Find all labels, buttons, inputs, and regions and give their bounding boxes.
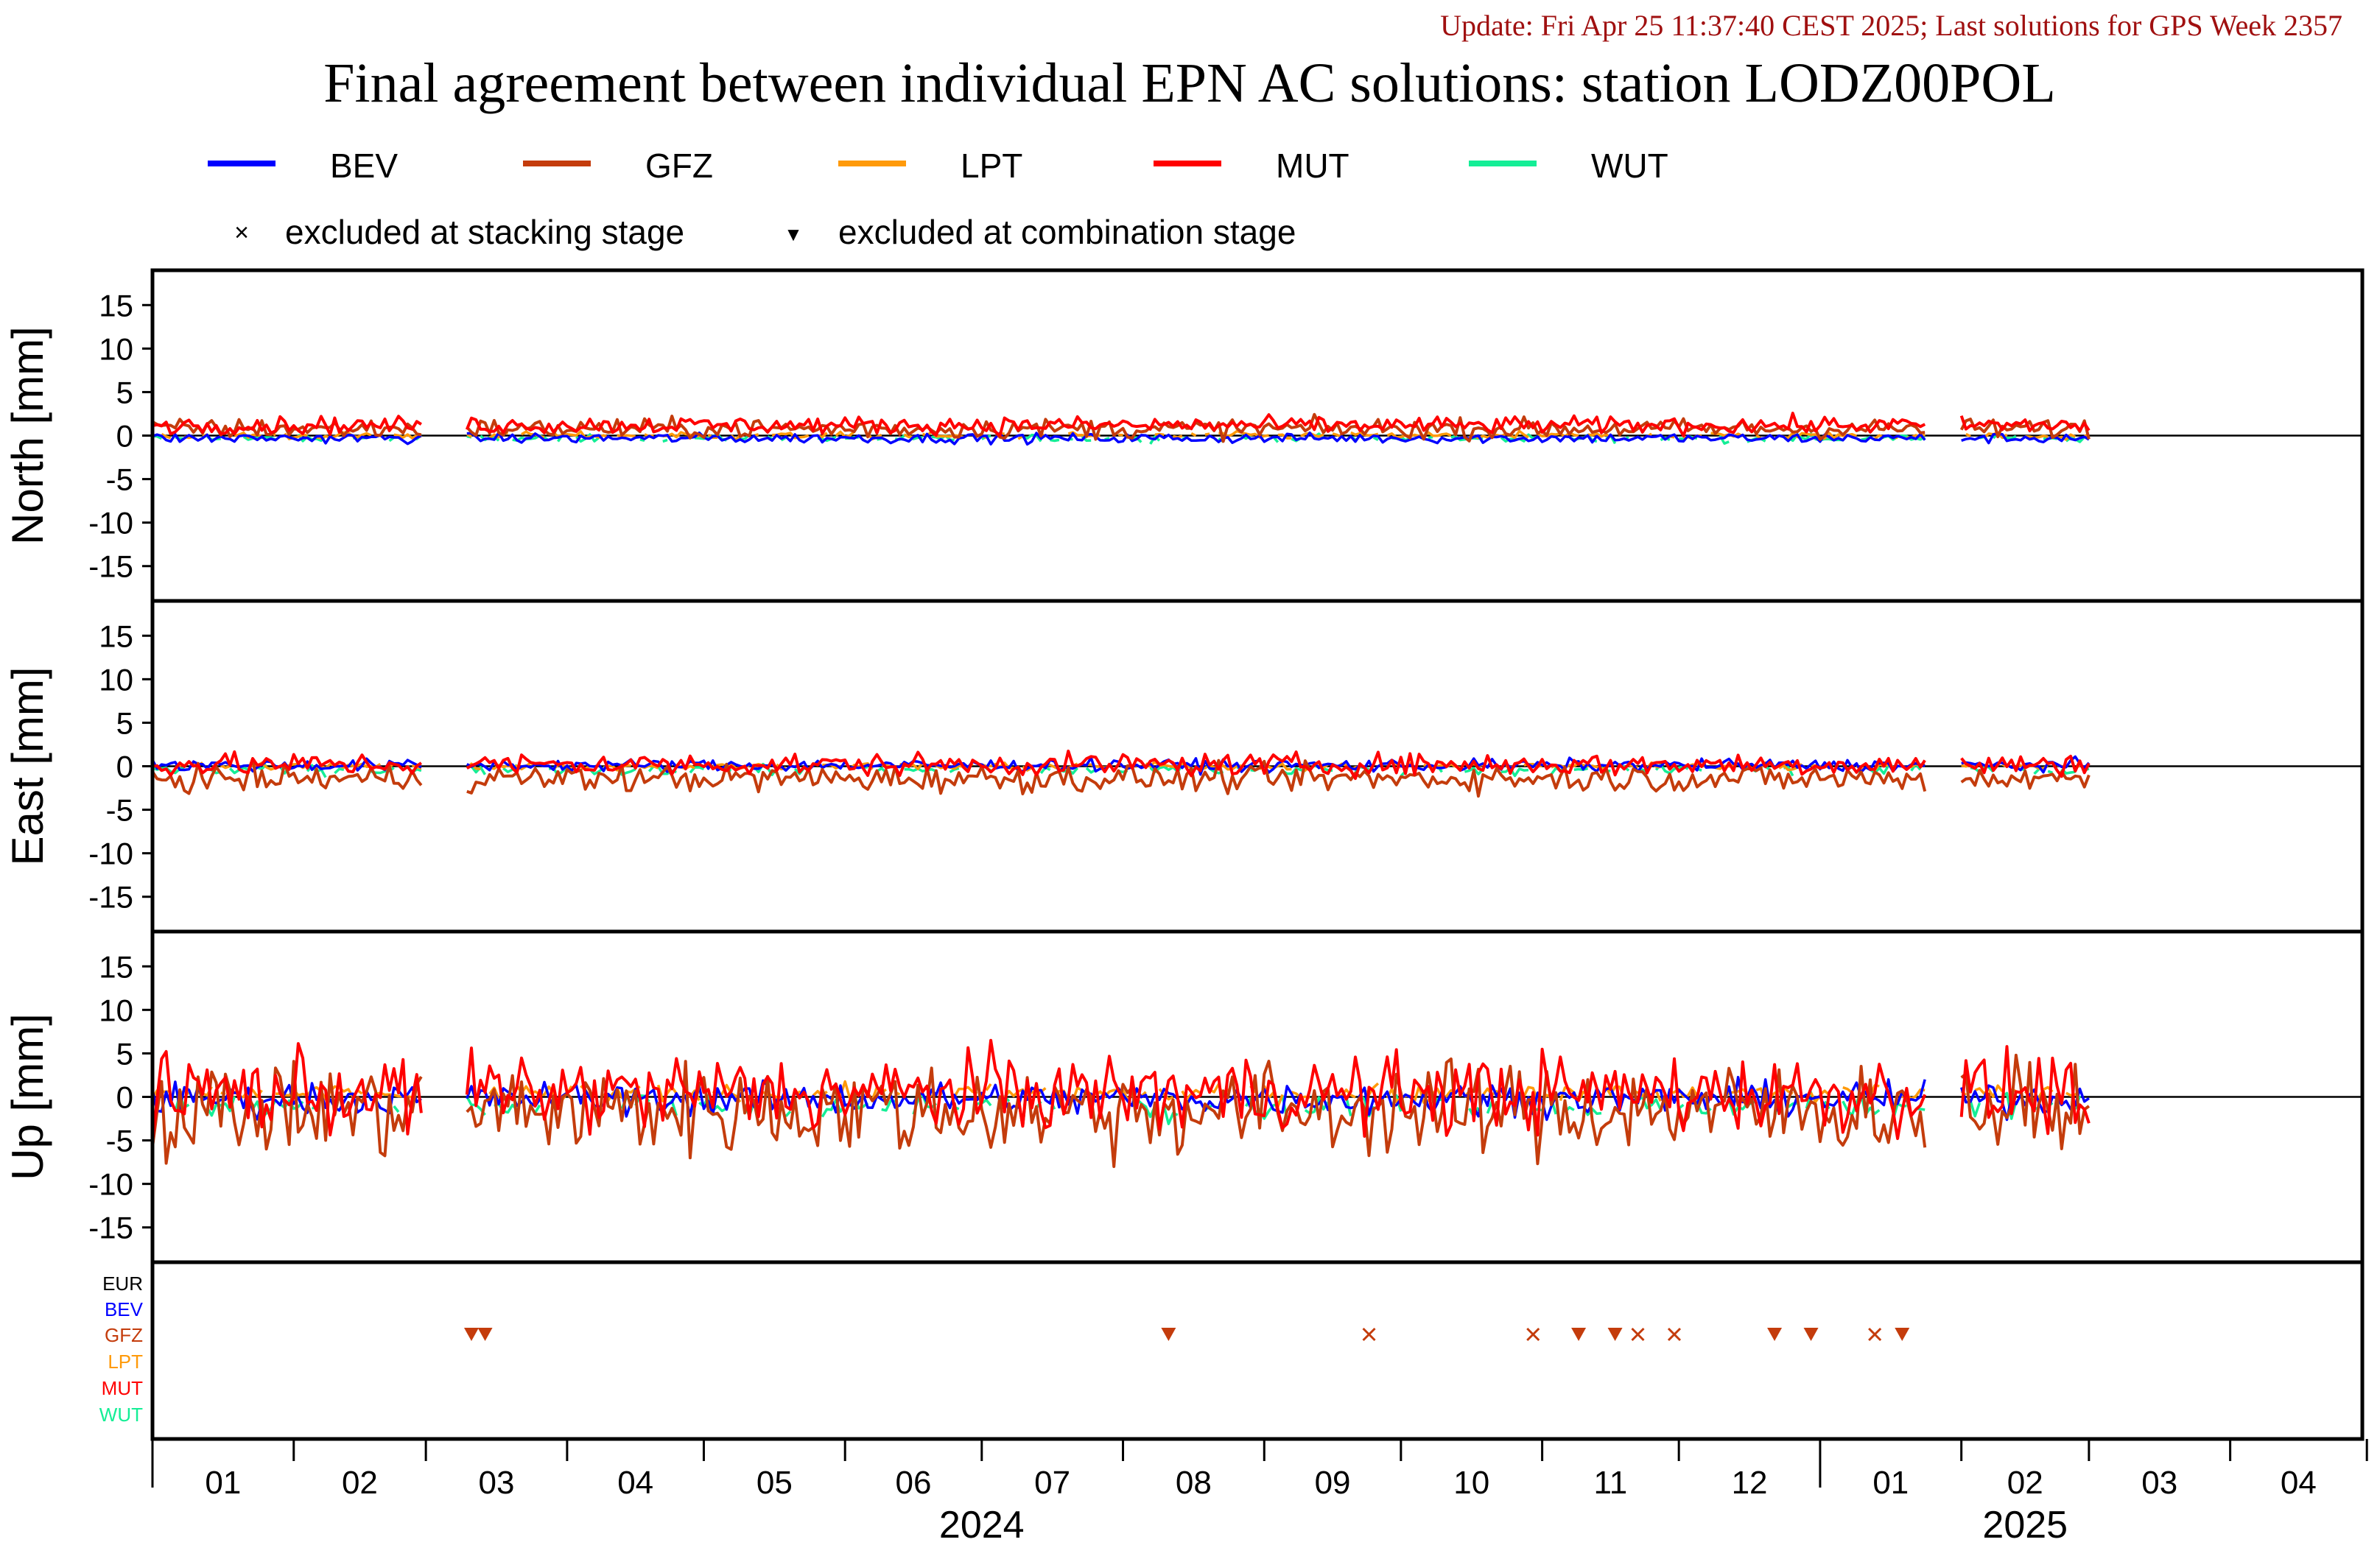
- ylabel: Up [mm]: [3, 1013, 52, 1180]
- year-label-2024: 2024: [939, 1504, 1025, 1545]
- exclusion-row-eur: EUR: [102, 1273, 143, 1295]
- ytick-label: 0: [116, 750, 133, 784]
- exclusion-mark-combination: [463, 1328, 479, 1341]
- exclusion-mark-combination: [1571, 1328, 1587, 1341]
- month-label: 10: [1453, 1465, 1489, 1501]
- exclusion-row-bev: BEV: [105, 1298, 144, 1320]
- series-bev-north: [152, 431, 2090, 446]
- ytick-label: 5: [116, 1036, 133, 1071]
- exclusion-row-wut: WUT: [99, 1404, 143, 1426]
- excluded-combination-label: excluded at combination stage: [838, 213, 1296, 251]
- ytick-label: -10: [88, 837, 133, 871]
- chart-title: Final agreement between individual EPN A…: [323, 52, 2056, 114]
- exclusion-frame: [150, 1260, 2365, 1441]
- ytick-label: 15: [99, 288, 133, 323]
- exclusion-mark-stacking: [1868, 1327, 1882, 1342]
- marker-combination: ▼: [784, 223, 803, 245]
- exclusion-row-gfz: GFZ: [105, 1324, 143, 1346]
- exclusion-mark-combination: [1161, 1328, 1176, 1341]
- ytick-label: -5: [106, 1124, 133, 1158]
- ytick-label: -5: [106, 793, 133, 828]
- marker-stacking: ×: [234, 219, 249, 247]
- excluded-stacking-label: excluded at stacking stage: [285, 213, 684, 251]
- exclusion-mark-combination: [477, 1328, 493, 1341]
- exclusion-mark-stacking: [1526, 1327, 1540, 1342]
- ytick-label: -10: [88, 1167, 133, 1202]
- exclusion-mark-combination: [1607, 1328, 1623, 1341]
- month-label: 02: [342, 1465, 378, 1501]
- ytick-label: 15: [99, 949, 133, 984]
- legend: BEV GFZ LPT MUT WUT: [208, 147, 1668, 185]
- exclusion-row-lpt: LPT: [108, 1351, 143, 1373]
- ytick-label: 10: [99, 662, 133, 697]
- ytick-label: -15: [88, 880, 133, 915]
- month-label: 02: [2007, 1465, 2043, 1501]
- exclusion-mark-combination: [1803, 1328, 1819, 1341]
- panels: 15 10 5 0 -5 -10 -15 North [mm] 15 10 5 0 -5 -10 -15 Ea…: [3, 268, 2365, 1441]
- ylabel: North [mm]: [3, 326, 52, 545]
- year-label-2025: 2025: [1982, 1504, 2068, 1545]
- ytick-label: -5: [106, 462, 133, 497]
- exclusion-row-mut: MUT: [102, 1377, 143, 1399]
- ytick-label: -15: [88, 549, 133, 584]
- month-label: 08: [1176, 1465, 1212, 1501]
- exclusion-mark-stacking: [1667, 1327, 1682, 1342]
- month-label: 12: [1732, 1465, 1768, 1501]
- legend-label-wut: WUT: [1591, 147, 1668, 185]
- exclusion-mark-combination: [1767, 1328, 1783, 1341]
- series-mut-north: [152, 412, 2091, 437]
- month-label: 05: [757, 1465, 793, 1501]
- exclusion-mark-stacking: [1362, 1327, 1376, 1342]
- month-label: 11: [1594, 1465, 1628, 1501]
- month-label: 07: [1034, 1465, 1070, 1501]
- ytick-label: 0: [116, 419, 133, 454]
- legend-label-lpt: LPT: [961, 147, 1022, 185]
- legend-label-gfz: GFZ: [645, 147, 713, 185]
- legend-label-mut: MUT: [1276, 147, 1349, 185]
- month-label: 04: [2281, 1465, 2317, 1501]
- ytick-label: -10: [88, 506, 133, 541]
- month-label: 01: [205, 1465, 241, 1501]
- ytick-label: 0: [116, 1080, 133, 1115]
- exclusion-mark-combination: [1895, 1328, 1910, 1341]
- month-label: 09: [1315, 1465, 1351, 1501]
- ytick-label: 5: [116, 375, 133, 409]
- month-label: 03: [479, 1465, 515, 1501]
- ylabel: East [mm]: [3, 666, 52, 865]
- ytick-label: 10: [99, 993, 133, 1027]
- ytick-label: -15: [88, 1211, 133, 1245]
- month-label: 01: [1872, 1465, 1909, 1501]
- update-text: Update: Fri Apr 25 11:37:40 CEST 2025; L…: [1440, 9, 2342, 42]
- legend-label-bev: BEV: [330, 147, 398, 185]
- ytick-label: 15: [99, 619, 133, 653]
- x-axis: 01 02 03 04 05 06 07 08 09 10 11 12 01 02 03 04 2024 2025: [151, 1439, 2368, 1545]
- month-label: 06: [896, 1465, 932, 1501]
- exclusion-mark-stacking: [1631, 1327, 1645, 1342]
- series-mut-east: [152, 749, 2091, 781]
- ytick-label: 10: [99, 331, 133, 366]
- month-label: 03: [2141, 1465, 2177, 1501]
- series-mut-up: [151, 1038, 2091, 1144]
- month-label: 04: [617, 1465, 653, 1501]
- ytick-label: 5: [116, 705, 133, 740]
